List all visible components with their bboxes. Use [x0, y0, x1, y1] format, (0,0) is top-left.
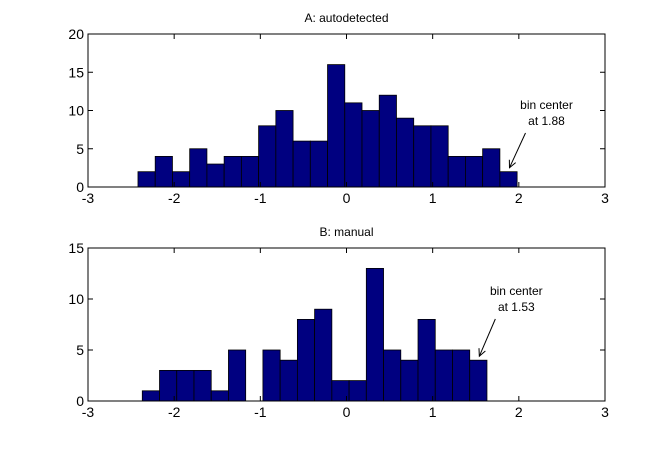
panel-b-bar [400, 359, 419, 402]
panel-b-ytick-label: 5 [76, 342, 84, 358]
panel-b-bar [452, 349, 471, 402]
panel-b-ytick-label: 0 [76, 393, 84, 409]
panel-b-xtick-label: 1 [429, 404, 437, 420]
panel-b-bar [296, 318, 316, 402]
panel-a-xtick-label: 0 [343, 190, 351, 206]
panel-b-xtick-label: -3 [82, 404, 95, 420]
panel-a-bar [378, 94, 397, 188]
panel-b-xtick-label: 0 [343, 404, 351, 420]
panel-a-bar [396, 117, 415, 188]
panel-a-ytick-label: 0 [76, 179, 84, 195]
panel-a-bar [137, 171, 156, 188]
panel-a-xtick-label: 3 [601, 190, 609, 206]
panel-a-bar [465, 155, 484, 188]
panel-a-bar [292, 140, 311, 188]
panel-a-xtick-label: -3 [82, 190, 95, 206]
panel-b-bar [365, 267, 384, 402]
panel-a-annotation-line: bin center [520, 98, 573, 112]
panel-b-bar [193, 369, 212, 402]
panel-a-bar [447, 155, 466, 188]
panel-a-xtick-label: -1 [254, 190, 267, 206]
panel-a-ytick-label: 20 [68, 26, 84, 42]
panel-a-xtick-label: 1 [429, 190, 437, 206]
panel-b-annotation-line: at 1.53 [498, 300, 535, 314]
panel-b-title: B: manual [319, 225, 373, 239]
panel-a-title: A: autodetected [304, 11, 388, 25]
panel-a-xtick-label: -2 [168, 190, 181, 206]
panel-b-bar [141, 390, 160, 402]
panel-a-ytick-label: 15 [68, 64, 84, 80]
panel-a-bar [430, 125, 449, 188]
panel-a-bar [327, 64, 346, 188]
panel-a-bar [344, 102, 363, 188]
panel-a-ytick-label: 10 [68, 103, 84, 119]
panel-b-bar [314, 308, 333, 402]
panel-a-bar [258, 125, 277, 188]
panel-a-bar [189, 148, 208, 188]
panel-b-bar [279, 359, 298, 402]
panel-b-bar [348, 380, 367, 402]
panel-a-xtick-label: 2 [515, 190, 523, 206]
panel-a-bar [223, 155, 242, 188]
panel-a-bar [154, 155, 173, 188]
panel-b-xtick-label: -2 [168, 404, 181, 420]
panel-b-bar [262, 349, 281, 402]
panel-b-annotation-arrow [478, 318, 496, 357]
panel-a-annotation-arrowhead [508, 159, 516, 169]
panel-b-xtick-label: 3 [601, 404, 609, 420]
panel-b: -3 -2 -1 0 1 2 3 0 5 10 15 B: manual bin center at 1.… [68, 225, 609, 420]
panel-a-annotation-line: at 1.88 [528, 114, 565, 128]
panel-a-bar [361, 110, 380, 188]
panel-b-bar [469, 359, 488, 402]
panel-a-bar [240, 155, 260, 188]
panel-b-annotation-arrowhead [478, 348, 486, 358]
panel-b-bar [434, 349, 453, 402]
panel-a-bar [309, 140, 328, 188]
panel-a-bar [275, 110, 294, 188]
panel-b-ytick-label: 15 [68, 240, 84, 256]
panel-a-bar [206, 163, 225, 188]
panel-b-bar [176, 369, 195, 402]
panel-a-bar [482, 148, 501, 188]
panel-b-bar [228, 349, 247, 402]
panel-b-annotation-line: bin center [490, 284, 543, 298]
panel-b-xtick-label: 2 [515, 404, 523, 420]
panel-b-bar [210, 390, 229, 402]
panel-a-bar [413, 125, 432, 188]
panel-a-bar [172, 171, 191, 188]
panel-b-xtick-label: -1 [254, 404, 267, 420]
panel-b-bar [417, 318, 436, 402]
panel-b-ytick-label: 10 [68, 291, 84, 307]
panel-b-bar [383, 349, 402, 402]
panel-a-ytick-label: 5 [76, 141, 84, 157]
panel-a: -3 -2 -1 0 1 2 3 0 5 10 15 20 A: autodetected bin cen… [68, 11, 609, 206]
panel-a-annotation-arrow [509, 132, 526, 168]
panel-a-bar [499, 171, 518, 188]
